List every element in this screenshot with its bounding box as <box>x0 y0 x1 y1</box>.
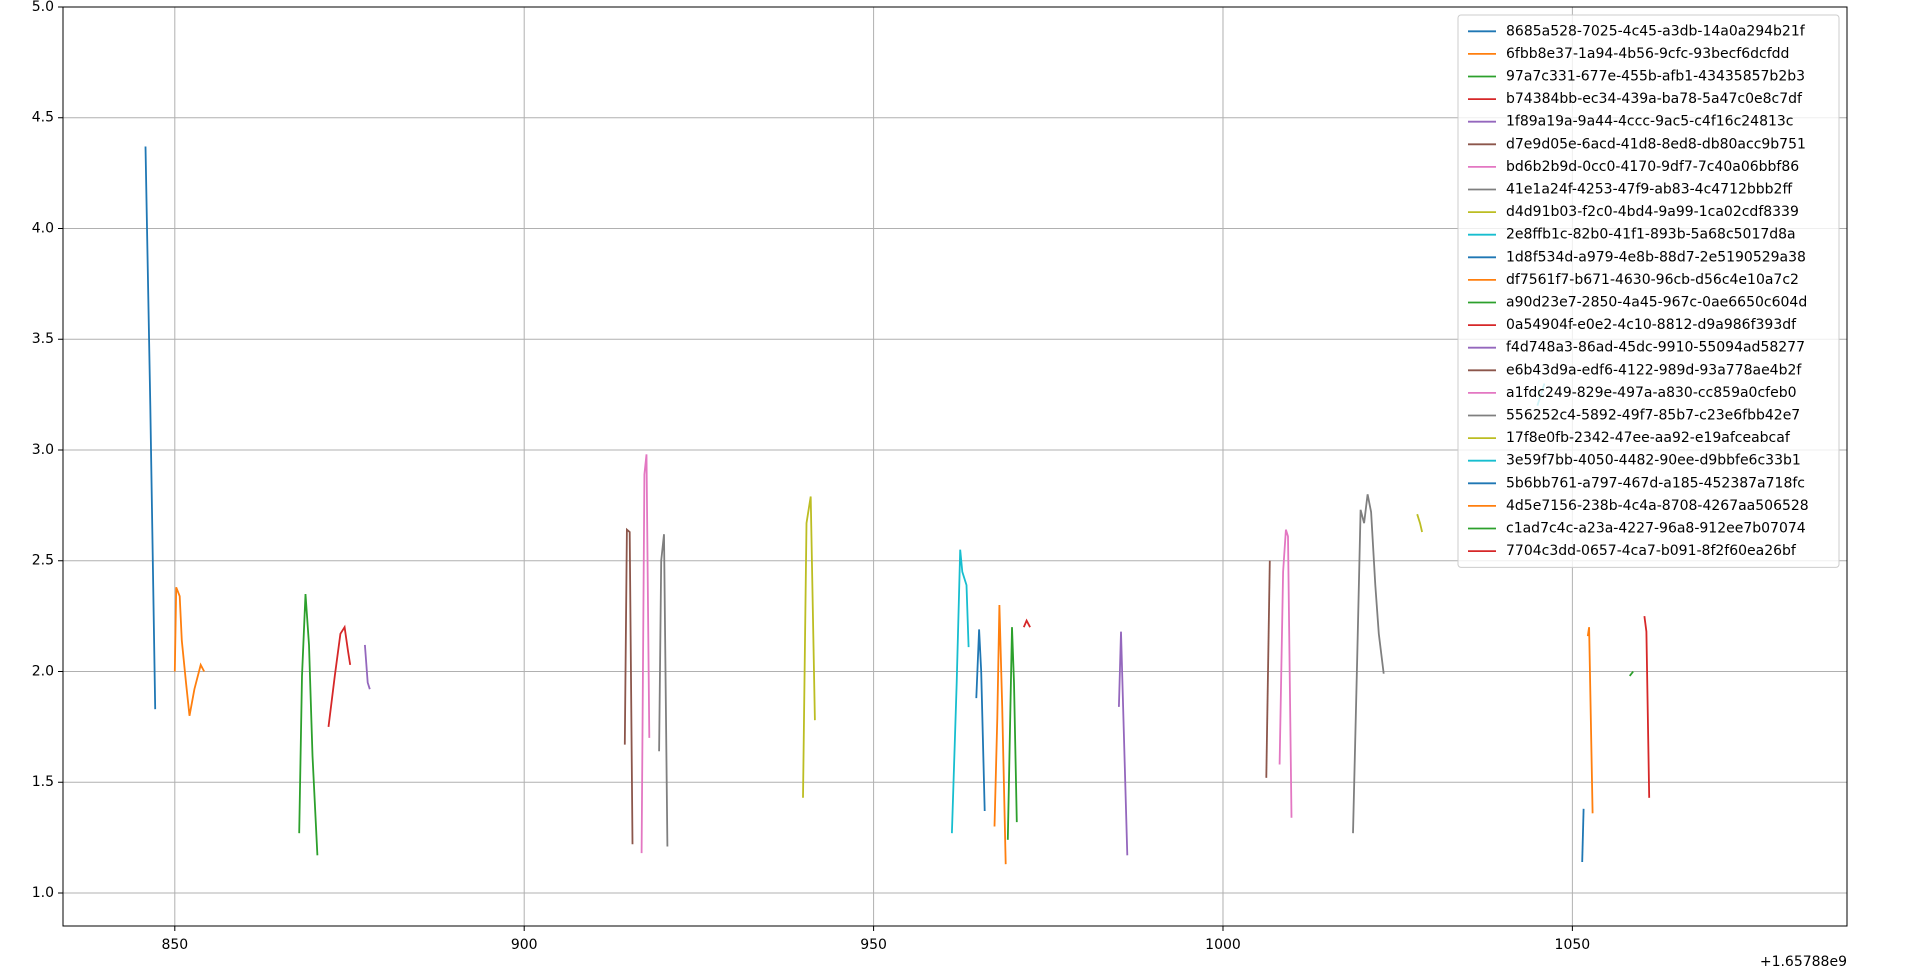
legend-label: 0a54904f-e0e2-4c10-8812-d9a986f393df <box>1506 317 1797 333</box>
legend-label: 5b6bb761-a797-467d-a185-452387a718fc <box>1506 475 1805 491</box>
legend-box <box>1457 14 1840 568</box>
x-tick-label: 950 <box>860 937 887 953</box>
series-line <box>1265 560 1271 778</box>
x-tick-label: 850 <box>161 937 188 953</box>
series-line <box>1643 615 1651 798</box>
legend-label: e6b43d9a-edf6-4122-989d-93a778ae4b2f <box>1506 362 1802 378</box>
series-line <box>802 496 816 798</box>
legend-label: 6fbb8e37-1a94-4b56-9cfc-93becf6dcfdd <box>1506 46 1789 62</box>
legend-label: d7e9d05e-6acd-41d8-8ed8-db80acc9b751 <box>1506 136 1806 152</box>
x-tick-label: 1050 <box>1555 937 1591 953</box>
y-tick-label: 2.0 <box>32 663 54 679</box>
series-line <box>1022 618 1031 628</box>
legend-label: 7704c3dd-0657-4ca7-b091-8f2f60ea26bf <box>1506 543 1797 559</box>
series-line <box>1118 631 1129 856</box>
series-line <box>975 629 986 812</box>
series-line <box>1352 494 1385 834</box>
series-line <box>1581 808 1585 863</box>
y-tick-label: 1.5 <box>32 774 54 790</box>
series-line <box>1006 627 1018 840</box>
legend-label: 556252c4-5892-49f7-85b7-c23e6fbb42e7 <box>1506 408 1800 424</box>
series-line <box>1586 627 1594 814</box>
series-line <box>173 586 205 716</box>
series-line <box>364 644 371 690</box>
legend-label: 1d8f534d-a979-4e8b-88d7-2e5190529a38 <box>1506 249 1806 265</box>
legend-label: a90d23e7-2850-4a45-967c-0ae6650c604d <box>1506 295 1807 311</box>
legend-label: 1f89a19a-9a44-4ccc-9ac5-c4f16c24813c <box>1506 114 1794 130</box>
x-tick-label: 900 <box>511 937 538 953</box>
x-tick-label: 1000 <box>1205 937 1241 953</box>
y-tick-label: 2.5 <box>32 553 54 569</box>
series-line <box>993 604 1007 865</box>
series-line <box>327 624 352 728</box>
legend-label: 41e1a24f-4253-47f9-ab83-4c4712bbb2ff <box>1506 182 1792 198</box>
axes-frame <box>62 6 1848 927</box>
legend-label: b74384bb-ec34-439a-ba78-5a47c0e8c7df <box>1506 91 1803 107</box>
y-tick-label: 1.0 <box>32 885 54 901</box>
series-line <box>1278 529 1293 818</box>
series-line <box>658 534 669 847</box>
legend-label: c1ad7c4c-a23a-4227-96a8-912ee7b07074 <box>1506 521 1806 537</box>
x-offset-label: +1.65788e9 <box>1760 954 1847 970</box>
series-line <box>951 549 970 834</box>
y-tick-label: 4.5 <box>32 110 54 126</box>
legend-label: 17f8e0fb-2342-47ee-aa92-e19afceabcaf <box>1506 430 1791 446</box>
series-line <box>144 146 157 710</box>
legend-label: f4d748a3-86ad-45dc-9910-55094ad58277 <box>1506 340 1805 356</box>
legend-label: 3e59f7bb-4050-4482-90ee-d9bbfe6c33b1 <box>1506 453 1801 469</box>
legend-label: 2e8ffb1c-82b0-41f1-893b-5a68c5017d8a <box>1506 227 1796 243</box>
series-line <box>640 454 651 854</box>
series-line <box>623 527 634 845</box>
series-line <box>1416 513 1423 533</box>
series-line <box>298 593 319 856</box>
legend-label: df7561f7-b671-4630-96cb-d56c4e10a7c2 <box>1506 272 1799 288</box>
legend-label: bd6b2b9d-0cc0-4170-9df7-7c40a06bbf86 <box>1506 159 1799 175</box>
legend-label: 4d5e7156-238b-4c4a-8708-4267aa506528 <box>1506 498 1809 514</box>
y-tick-label: 3.0 <box>32 442 54 458</box>
y-tick-label: 3.5 <box>32 331 54 347</box>
legend-label: a1fdc249-829e-497a-a830-cc859a0cfeb0 <box>1506 385 1797 401</box>
y-tick-label: 4.0 <box>32 220 54 236</box>
legend-label: d4d91b03-f2c0-4bd4-9a99-1ca02cdf8339 <box>1506 204 1799 220</box>
legend-label: 8685a528-7025-4c45-a3db-14a0a294b21f <box>1506 23 1806 39</box>
series-line <box>1628 670 1634 677</box>
legend-label: 97a7c331-677e-455b-afb1-43435857b2b3 <box>1506 69 1805 85</box>
y-tick-label: 5.0 <box>32 0 54 15</box>
